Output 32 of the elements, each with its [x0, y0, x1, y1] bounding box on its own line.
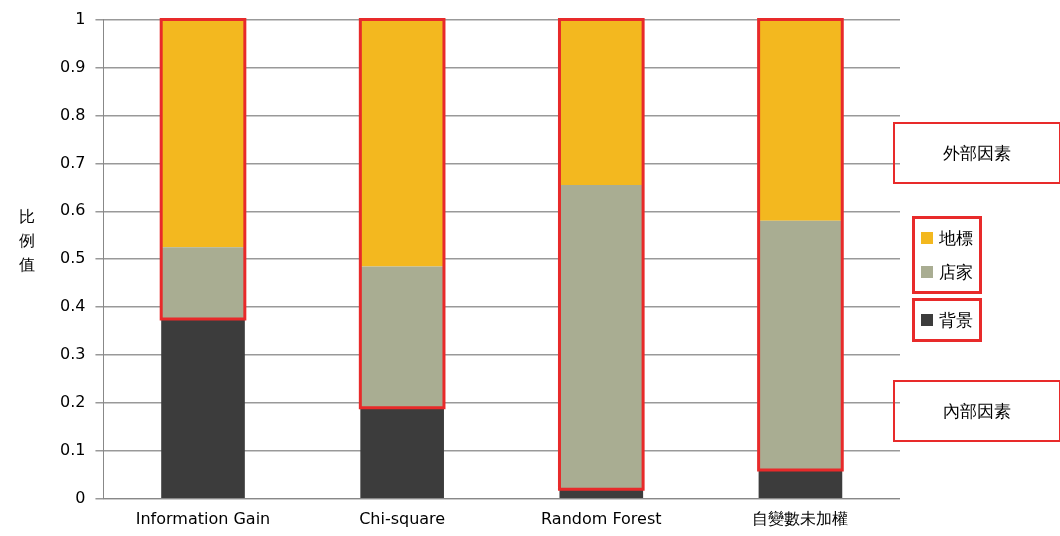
y-tick-label: 1	[75, 8, 86, 28]
y-tick-label: 0.8	[59, 104, 86, 124]
y-tick-label: 0.4	[59, 296, 86, 316]
y-tick-label: 0.2	[59, 392, 86, 412]
bar	[161, 19, 245, 248]
x-tick-label: 自變數未加權	[752, 508, 849, 528]
bar	[559, 19, 644, 185]
x-tick-label: Information Gain	[135, 508, 271, 528]
bar	[559, 184, 644, 490]
bar	[360, 266, 444, 408]
bar	[758, 220, 843, 471]
legend-label: 店家	[939, 260, 973, 284]
text: 外部因素	[893, 122, 1060, 184]
y-tick-label: 0.5	[59, 248, 86, 268]
text: 內部因素	[893, 380, 1060, 442]
bar	[360, 19, 444, 267]
y-tick-label: 0.1	[59, 440, 86, 460]
bar	[758, 19, 843, 221]
y-tick-label: 0.7	[59, 152, 86, 172]
y-tick-label: 0.6	[59, 200, 86, 220]
legend-label: 背景	[939, 308, 973, 332]
y-axis-title: 比例值	[18, 206, 36, 276]
y-tick-label: 0	[75, 487, 86, 507]
x-tick-label: Chi-square	[359, 508, 446, 528]
bar	[360, 407, 444, 499]
y-tick-label: 0.9	[59, 56, 86, 76]
bar	[758, 470, 843, 499]
y-tick-label: 0.3	[59, 344, 86, 364]
x-tick-label: Random Forest	[541, 508, 662, 528]
bar	[161, 319, 245, 499]
bar	[161, 247, 245, 320]
legend-label: 地標	[939, 226, 973, 250]
